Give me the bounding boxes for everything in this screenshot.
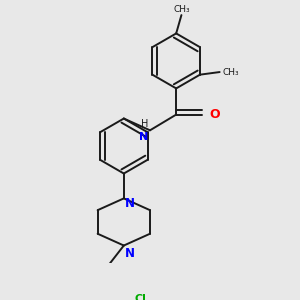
Text: O: O (209, 108, 220, 121)
Text: N: N (140, 132, 149, 142)
Text: N: N (125, 247, 135, 260)
Text: N: N (125, 197, 135, 210)
Text: CH₃: CH₃ (173, 5, 190, 14)
Text: H: H (141, 119, 149, 129)
Text: Cl: Cl (134, 293, 146, 300)
Text: CH₃: CH₃ (222, 68, 239, 76)
